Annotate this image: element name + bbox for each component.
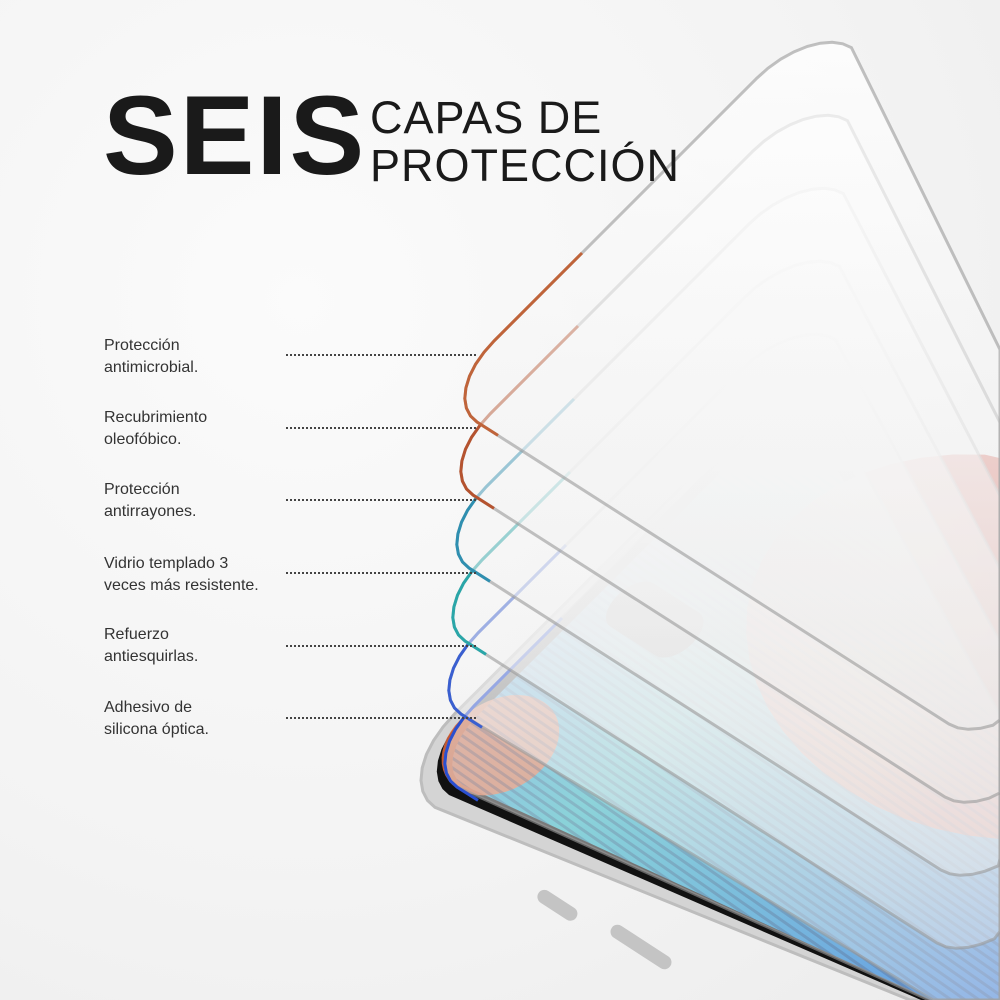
title-line-1: CAPAS DE: [370, 92, 603, 143]
label-line: Recubrimiento: [104, 409, 208, 426]
label-line: antirrayones.: [104, 503, 197, 520]
title-subtitle: CAPAS DE PROTECCIÓN: [370, 94, 680, 190]
leader-line: [286, 427, 476, 429]
side-button: [610, 924, 672, 970]
side-button: [537, 889, 578, 921]
glass-layer-edge: [463, 251, 584, 437]
label-line: antimicrobial.: [104, 359, 199, 376]
label-line: antiesquirlas.: [104, 648, 199, 665]
layer-label-tempered-glass: Vidrio templado 3 veces más resistente.: [104, 553, 259, 597]
layer-label-shatter: Refuerzo antiesquirlas.: [104, 624, 198, 668]
layer-label-oleophobic: Recubrimiento oleofóbico.: [104, 407, 207, 451]
leader-line: [286, 354, 476, 356]
leader-line: [286, 499, 476, 501]
label-line: veces más resistente.: [104, 577, 259, 594]
layer-label-antimicrobial: Protección antimicrobial.: [104, 335, 198, 379]
title-seis: SEIS: [103, 73, 367, 198]
leader-line: [286, 645, 476, 647]
label-line: silicona óptica.: [104, 721, 209, 738]
layer-label-scratch: Protección antirrayones.: [104, 479, 197, 523]
label-line: Protección: [104, 481, 180, 498]
leader-line: [286, 717, 476, 719]
label-line: Vidrio templado 3: [104, 555, 229, 572]
layer-label-adhesive: Adhesivo de silicona óptica.: [104, 697, 209, 741]
leader-line: [286, 572, 476, 574]
label-line: oleofóbico.: [104, 431, 182, 448]
label-line: Protección: [104, 337, 180, 354]
title-line-2: PROTECCIÓN: [370, 140, 681, 191]
label-line: Adhesivo de: [104, 699, 193, 716]
label-line: Refuerzo: [104, 626, 169, 643]
